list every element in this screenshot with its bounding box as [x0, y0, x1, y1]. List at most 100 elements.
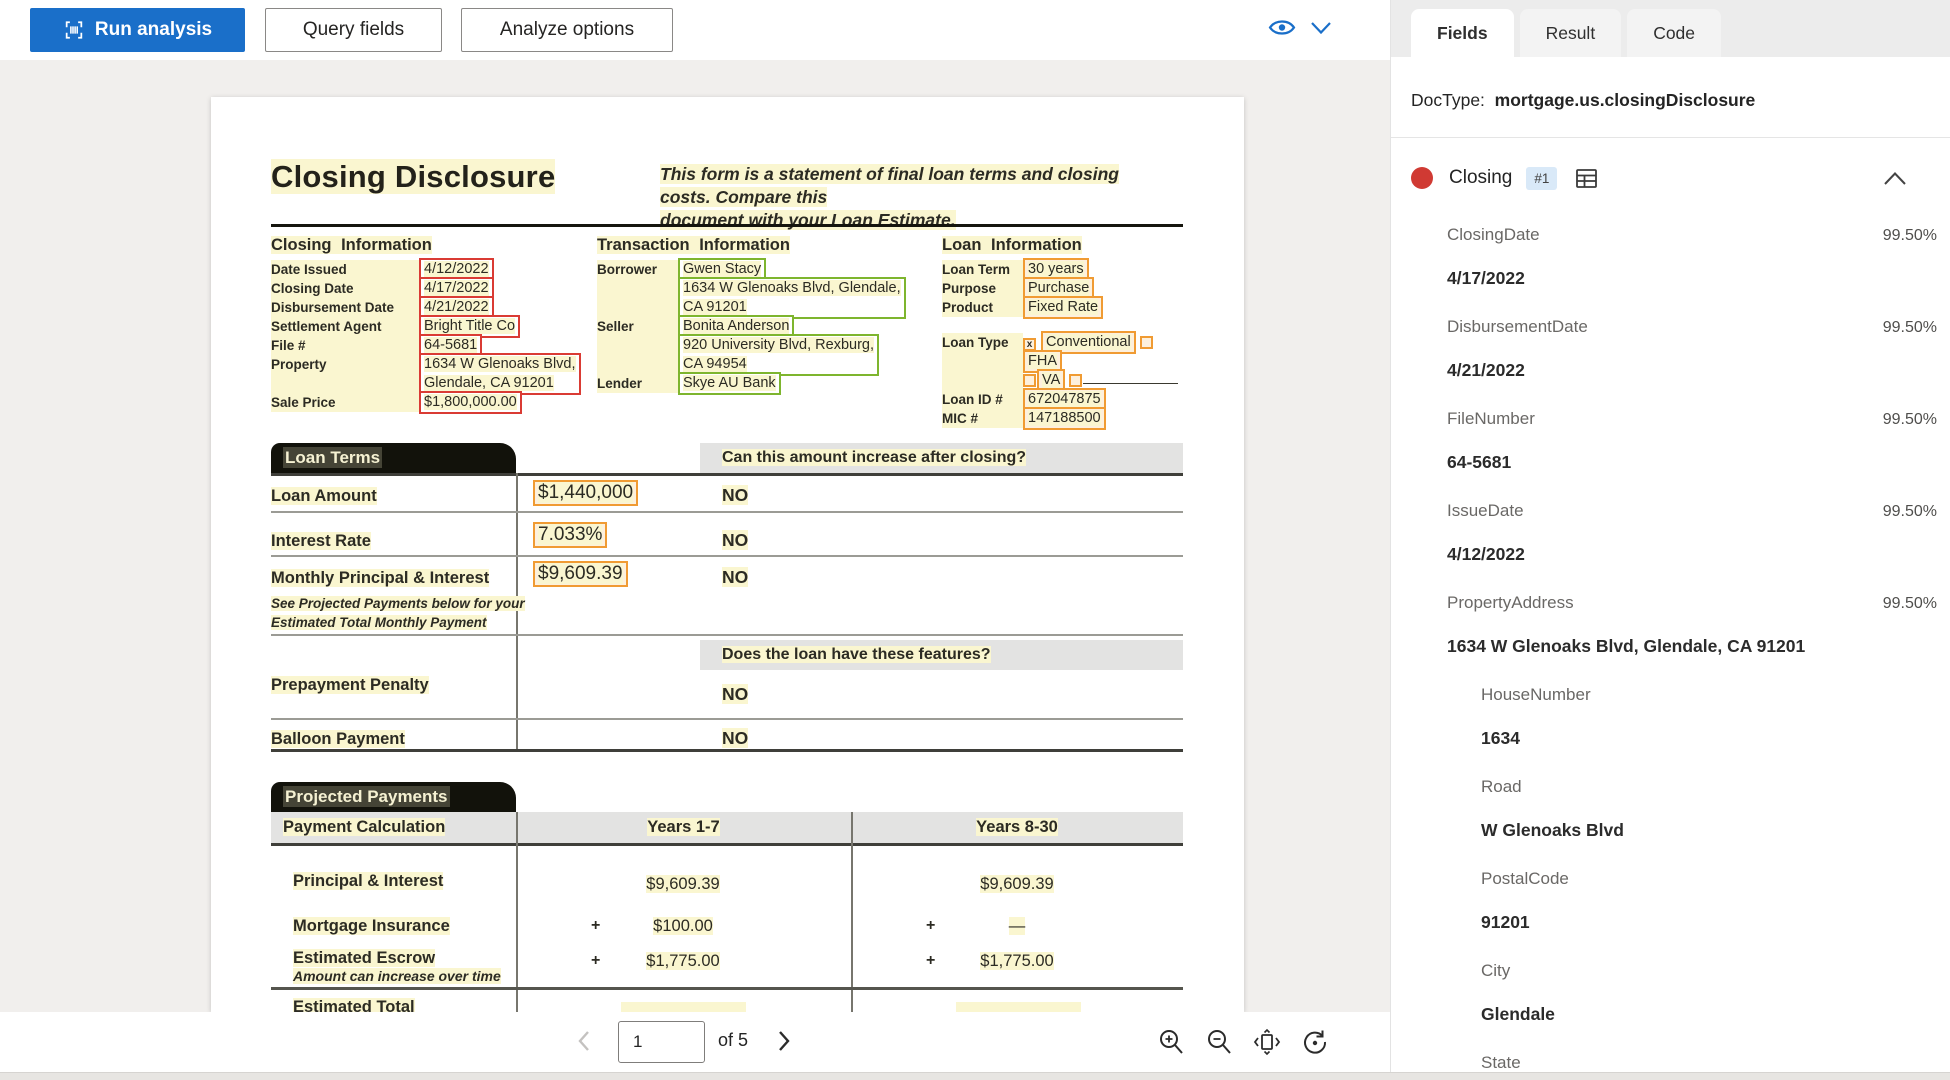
panel-divider: [1391, 137, 1950, 138]
product-annotation[interactable]: Fixed Rate: [1023, 296, 1104, 319]
loan-type-other-checkbox[interactable]: [1069, 374, 1083, 387]
zoom-in-icon[interactable]: [1156, 1027, 1186, 1057]
field-row-filenumber[interactable]: FileNumber 99.50% 64-5681: [1447, 409, 1937, 472]
purpose-annotation[interactable]: Purchase: [1023, 277, 1095, 300]
estimated-total-label: Estimated Total: [293, 998, 415, 1012]
table-view-icon[interactable]: [1573, 165, 1600, 192]
fit-to-page-icon[interactable]: [1252, 1027, 1282, 1057]
loan-terms-table: Loan Terms Can this amount increase afte…: [271, 443, 1183, 752]
prepayment-penalty-label: Prepayment Penalty: [271, 676, 429, 694]
borrower-address-annotation[interactable]: 1634 W Glenoaks Blvd, Glendale, CA 91201: [678, 277, 906, 319]
borrower-name-annotation[interactable]: Gwen Stacy: [678, 258, 767, 281]
field-row-road[interactable]: Road W Glenoaks Blvd: [1481, 777, 1624, 840]
interest-rate-answer: NO: [722, 530, 749, 550]
monthly-pi-label: Monthly Principal & Interest: [271, 569, 490, 587]
document-page: Closing Disclosure This form is a statem…: [211, 97, 1244, 1012]
loan-type-va-annotation[interactable]: VA: [1037, 369, 1066, 392]
field-row-closingdate[interactable]: ClosingDate 99.50% 4/17/2022: [1447, 225, 1937, 288]
header-rule: [271, 224, 1183, 227]
monthly-pi-note: See Projected Payments below for your Est…: [271, 596, 525, 630]
interest-rate-annotation[interactable]: 7.033%: [533, 522, 608, 548]
monthly-pi-annotation[interactable]: $9,609.39: [533, 561, 628, 587]
query-fields-button[interactable]: Query fields: [265, 8, 442, 52]
run-analysis-button[interactable]: Run analysis: [30, 8, 245, 52]
loan-type-conventional-annotation[interactable]: Conventional: [1041, 331, 1136, 354]
loan-terms-question: Can this amount increase after closing?: [700, 443, 1183, 473]
closing-info-column: Date Issued 4/12/2022 Closing Date 4/17/20…: [271, 258, 601, 414]
field-row-postalcode[interactable]: PostalCode 91201: [1481, 869, 1569, 932]
tab-code[interactable]: Code: [1627, 9, 1722, 57]
loan-amount-annotation[interactable]: $1,440,000: [533, 480, 639, 506]
principal-interest-y830: $9,609.39: [980, 875, 1054, 893]
confidence-value: 99.50%: [1882, 503, 1937, 520]
page-count-label: of 5: [718, 1030, 749, 1050]
loan-terms-heading: Loan Terms: [271, 443, 516, 473]
rotate-page-icon[interactable]: [1300, 1027, 1330, 1057]
field-row-propertyaddress[interactable]: PropertyAddress 99.50% 1634 W Glenoaks Bl…: [1447, 593, 1937, 656]
mortgage-insurance-y17: $100.00: [653, 917, 713, 935]
confidence-value: 99.50%: [1882, 319, 1937, 336]
query-fields-label: Query fields: [302, 19, 405, 40]
previous-page-chevron-icon[interactable]: [572, 1028, 598, 1054]
closing-info-heading: Closing Information: [271, 236, 432, 254]
principal-interest-label: Principal & Interest: [293, 872, 444, 890]
payment-calculation-col: Payment Calculation: [283, 818, 446, 836]
transaction-info-heading: Transaction Information: [597, 236, 790, 254]
field-row-city[interactable]: City Glendale: [1481, 961, 1555, 1024]
loan-type-other-blank: [1083, 372, 1179, 384]
monthly-pi-answer: NO: [722, 567, 749, 587]
principal-interest-y17: $9,609.39: [646, 875, 720, 893]
viewer-bottom-bar: of 5: [0, 1012, 1390, 1072]
loan-info-column: Loan Term 30 years Purpose Purchase Produc…: [942, 258, 1187, 430]
projected-payments-table: Projected Payments Payment Calculation Y…: [271, 782, 1183, 1012]
field-row-state[interactable]: State: [1481, 1053, 1521, 1072]
zoom-out-icon[interactable]: [1204, 1027, 1234, 1057]
loan-type-va-checkbox[interactable]: [1023, 374, 1036, 387]
group-index-badge: #1: [1526, 166, 1558, 190]
top-toolbar: Run analysis Query fields Analyze option…: [0, 0, 1390, 60]
closing-group-header[interactable]: Closing #1: [1411, 160, 1931, 196]
date-issued-annotation[interactable]: 4/12/2022: [419, 258, 494, 281]
field-row-housenumber[interactable]: HouseNumber 1634: [1481, 685, 1591, 748]
balloon-payment-answer: NO: [722, 728, 749, 748]
seller-address-annotation[interactable]: 920 University Blvd, Rexburg, CA 94954: [678, 334, 879, 376]
field-row-issuedate[interactable]: IssueDate 99.50% 4/12/2022: [1447, 501, 1937, 564]
doctype-label: DocType:: [1411, 90, 1485, 110]
confidence-value: 99.50%: [1882, 411, 1937, 428]
loan-type-fha-annotation[interactable]: FHA: [1023, 350, 1062, 373]
transaction-info-column: Borrower Gwen Stacy 1634 W Glenoaks Blvd…: [597, 258, 942, 395]
collapse-group-chevron-up-icon[interactable]: [1883, 171, 1907, 186]
estimated-escrow-y17: $1,775.00: [646, 952, 720, 970]
disbursement-date-annotation[interactable]: 4/21/2022: [419, 296, 494, 319]
loan-info-heading: Loan Information: [942, 236, 1082, 254]
estimated-total-y17-cut: [621, 1002, 746, 1012]
document-title: Closing Disclosure: [271, 159, 556, 194]
tab-fields[interactable]: Fields: [1411, 9, 1514, 57]
property-annotation[interactable]: 1634 W Glenoaks Blvd, Glendale, CA 91201: [419, 353, 581, 395]
doctype-value: mortgage.us.closingDisclosure: [1494, 90, 1756, 110]
file-number-annotation[interactable]: 64-5681: [419, 334, 483, 357]
prepayment-penalty-answer: NO: [722, 684, 749, 704]
estimated-escrow-y830: $1,775.00: [980, 952, 1054, 970]
bottom-strip: [0, 1072, 1950, 1080]
projected-payments-heading: Projected Payments: [271, 782, 516, 812]
mortgage-insurance-label: Mortgage Insurance: [293, 917, 450, 935]
estimated-escrow-note: Amount can increase over time: [293, 968, 501, 984]
toggle-highlights-eye-icon[interactable]: [1268, 18, 1296, 37]
lender-annotation[interactable]: Skye AU Bank: [678, 372, 781, 395]
collapse-toolbar-chevron-down-icon[interactable]: [1310, 21, 1332, 35]
results-panel: Fields Result Code DocType: mortgage.us.…: [1390, 0, 1950, 1080]
loan-type-fha-checkbox[interactable]: [1139, 336, 1153, 349]
document-canvas: Closing Disclosure This form is a statem…: [0, 60, 1390, 1012]
analyze-options-button[interactable]: Analyze options: [461, 8, 673, 52]
field-row-disbursementdate[interactable]: DisbursementDate 99.50% 4/21/2022: [1447, 317, 1937, 380]
page-number-input[interactable]: [618, 1021, 705, 1063]
sale-price-annotation[interactable]: $1,800,000.00: [419, 391, 522, 414]
tab-result[interactable]: Result: [1519, 9, 1622, 57]
analyze-options-label: Analyze options: [499, 19, 635, 40]
seller-name-annotation[interactable]: Bonita Anderson: [678, 315, 795, 338]
mic-annotation[interactable]: 147188500: [1023, 407, 1106, 430]
group-color-dot: [1411, 167, 1433, 189]
next-page-chevron-icon[interactable]: [770, 1028, 796, 1054]
